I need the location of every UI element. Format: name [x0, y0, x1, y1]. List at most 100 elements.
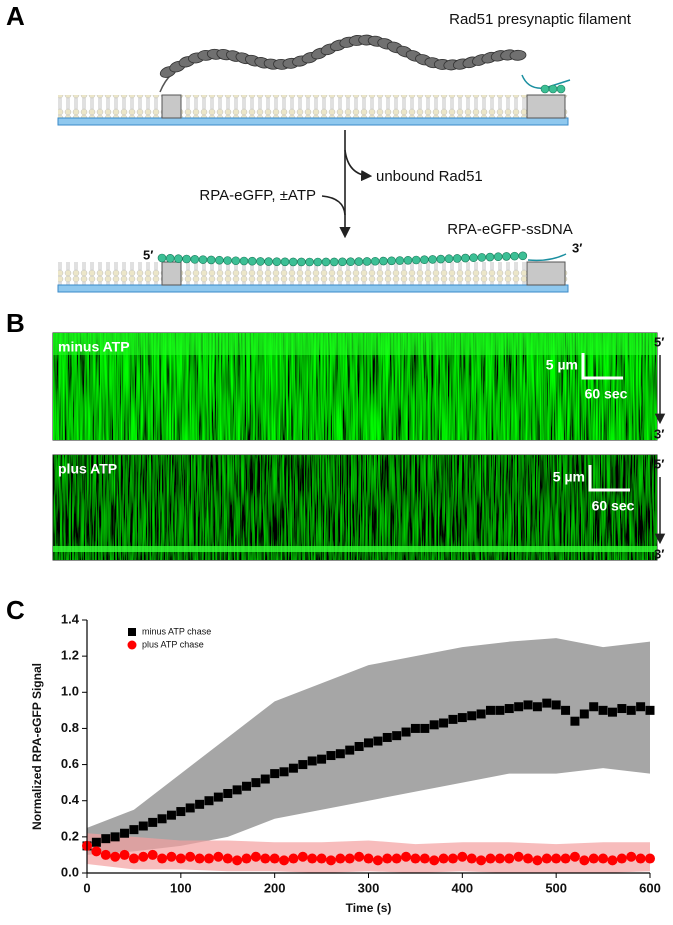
y-tick-label: 1.4: [61, 611, 80, 626]
point: [269, 853, 280, 864]
point: [392, 731, 402, 741]
point: [457, 713, 467, 723]
point: [598, 705, 608, 715]
point: [297, 851, 308, 862]
point: [485, 705, 495, 715]
legend-label: plus ATP chase: [142, 639, 204, 649]
panel-label: A: [6, 1, 25, 31]
point: [344, 853, 355, 864]
point: [561, 705, 571, 715]
rpa: [297, 257, 306, 267]
rpa: [239, 256, 249, 266]
point: [372, 855, 383, 866]
rpa: [215, 255, 224, 265]
panel-label: B: [6, 308, 25, 338]
rpa: [247, 256, 257, 266]
point: [504, 853, 515, 864]
point: [617, 704, 627, 714]
point: [213, 851, 224, 862]
x-tick-label: 600: [639, 880, 661, 895]
point: [307, 756, 317, 766]
point: [354, 742, 364, 751]
point: [307, 853, 318, 864]
point: [250, 851, 261, 862]
rpa: [379, 256, 388, 266]
point: [476, 855, 487, 866]
rpa: [190, 255, 200, 264]
rpa: [502, 252, 511, 261]
y-tick-label: 0.2: [61, 828, 79, 843]
point: [279, 767, 289, 777]
point: [288, 853, 299, 864]
point: [110, 851, 121, 862]
point: [232, 785, 242, 795]
anchor: [526, 94, 566, 119]
point: [495, 705, 505, 715]
product-label: RPA-eGFP-ssDNA: [447, 221, 573, 238]
x-axis-label: Time (s): [346, 901, 392, 915]
point: [166, 851, 177, 862]
point: [410, 723, 420, 733]
chart: 0.0 0.2 0.4 0.6 0.8 1.0 1.2 1.4 0 100 200 300 400 500…: [30, 611, 661, 915]
end-label: 5′: [143, 247, 153, 262]
point: [279, 855, 290, 866]
rpa: [540, 84, 550, 94]
scale-time: 60 sec: [585, 386, 628, 402]
y-axis-label: Normalized RPA-eGFP Signal: [30, 663, 44, 830]
point: [542, 698, 552, 708]
rpa: [362, 257, 372, 266]
kymographs: minus ATP 5 µm 60 sec 5′ 3′ plus ATP 5 µm 60 se…: [52, 332, 666, 561]
point: [120, 828, 130, 838]
rpa: [510, 251, 519, 261]
point: [419, 853, 430, 864]
point: [438, 853, 449, 864]
end-label: 5′: [654, 456, 664, 471]
point: [204, 796, 214, 806]
point: [401, 851, 412, 862]
point: [260, 774, 270, 784]
point: [645, 705, 655, 715]
point: [213, 792, 223, 802]
kymograph-glow: [53, 333, 657, 355]
legend-marker: [128, 628, 136, 636]
point: [635, 853, 646, 864]
rpa: [461, 253, 470, 263]
barrier: [161, 94, 182, 119]
rpa: [395, 256, 405, 265]
point: [439, 718, 449, 728]
point: [532, 702, 542, 712]
kymograph-label: plus ATP: [58, 461, 117, 477]
point: [598, 853, 609, 864]
point: [485, 853, 496, 864]
point: [466, 853, 477, 864]
x-tick-label: 300: [358, 880, 380, 895]
filament-label: Rad51 presynaptic filament: [449, 11, 632, 28]
rpa: [403, 255, 413, 265]
end-label: 3′: [572, 240, 582, 255]
point: [476, 709, 486, 719]
rpa: [329, 257, 339, 267]
point: [607, 707, 617, 717]
point: [270, 769, 280, 779]
point: [157, 853, 168, 864]
rpa: [280, 257, 290, 267]
point: [541, 853, 552, 864]
point: [467, 711, 477, 721]
barrier: [161, 261, 182, 286]
point: [513, 851, 524, 862]
point: [645, 853, 655, 864]
point: [100, 849, 111, 860]
point: [373, 736, 383, 746]
rpa: [346, 257, 355, 267]
point: [363, 853, 374, 864]
rpa: [436, 254, 446, 264]
rpa: [411, 255, 421, 265]
point: [242, 781, 252, 791]
point: [185, 803, 195, 813]
kymograph-signal: [53, 455, 657, 560]
point: [401, 727, 411, 737]
rpa: [321, 257, 331, 267]
rpa: [452, 254, 462, 263]
point: [429, 855, 440, 866]
